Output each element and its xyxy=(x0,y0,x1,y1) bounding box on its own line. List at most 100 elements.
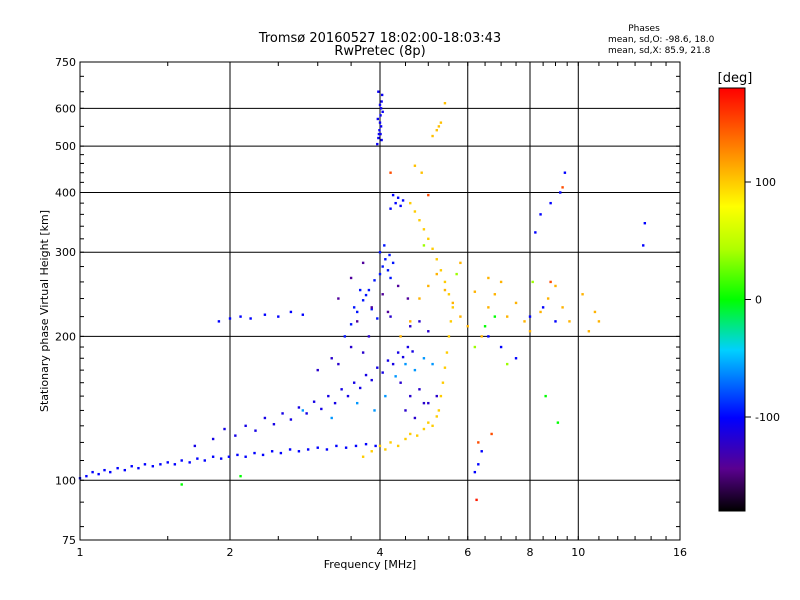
data-point xyxy=(330,357,333,360)
data-point xyxy=(180,483,183,486)
data-point xyxy=(490,432,493,436)
data-point xyxy=(327,394,330,398)
data-point xyxy=(445,351,449,354)
data-point xyxy=(499,280,503,284)
data-point xyxy=(477,441,480,444)
data-point xyxy=(487,335,490,338)
stats-line-x: mean, sd,X: 85.9, 21.8 xyxy=(608,46,711,56)
data-point xyxy=(281,412,284,415)
chart-subtitle: RwPretec (8p) xyxy=(334,44,425,59)
data-point xyxy=(539,213,542,216)
data-point xyxy=(297,450,301,453)
data-point xyxy=(391,193,395,197)
colorbar-ticks: 100 0 -100 xyxy=(745,176,780,424)
data-point xyxy=(493,315,497,318)
data-point xyxy=(361,261,365,265)
data-point xyxy=(593,310,597,314)
data-point xyxy=(427,284,430,288)
data-point xyxy=(355,310,359,314)
x-tick-label: 4 xyxy=(377,546,384,559)
data-point xyxy=(388,253,391,257)
data-point xyxy=(344,446,348,449)
data-point xyxy=(166,461,169,464)
data-point xyxy=(234,434,237,437)
data-point xyxy=(396,444,400,448)
data-point xyxy=(389,315,392,318)
x-tick-label: 16 xyxy=(673,546,687,559)
data-point xyxy=(447,335,451,338)
data-point xyxy=(301,313,305,316)
data-point xyxy=(487,306,490,309)
x-axis-label: Frequency [MHz] xyxy=(324,558,416,571)
data-point xyxy=(249,317,252,320)
data-point xyxy=(305,412,308,415)
data-point xyxy=(399,335,402,338)
data-point xyxy=(239,315,242,318)
data-point xyxy=(396,196,400,199)
data-point xyxy=(431,134,434,138)
data-point xyxy=(85,474,88,478)
data-point xyxy=(441,381,445,384)
data-point xyxy=(244,455,247,458)
y-tick-label: 100 xyxy=(55,474,76,487)
data-point xyxy=(475,498,478,502)
x-axis-ticks: 1 2 4 6 8 10 16 xyxy=(77,62,687,559)
data-point xyxy=(378,444,382,448)
data-point xyxy=(349,276,353,280)
data-point xyxy=(466,325,469,328)
data-point xyxy=(337,362,340,366)
data-point xyxy=(459,315,462,318)
data-point xyxy=(364,293,368,297)
y-tick-label: 400 xyxy=(55,186,76,199)
data-point xyxy=(437,409,441,412)
data-point xyxy=(381,371,384,374)
data-point xyxy=(381,265,384,268)
data-point xyxy=(514,301,518,305)
y-tick-label: 75 xyxy=(62,534,76,547)
data-point xyxy=(333,401,337,405)
data-point xyxy=(554,320,557,323)
data-point xyxy=(451,301,455,305)
data-point xyxy=(196,457,199,460)
data-point xyxy=(406,345,410,349)
data-point xyxy=(384,394,387,398)
data-point xyxy=(443,288,447,292)
data-point xyxy=(544,394,547,398)
data-point xyxy=(418,388,421,391)
data-point xyxy=(330,416,333,420)
data-point xyxy=(514,357,518,360)
stats-line-o: mean, sd,O: -98.6, 18.0 xyxy=(608,35,715,45)
data-point xyxy=(404,437,407,441)
data-point xyxy=(380,93,384,97)
data-point xyxy=(211,437,215,441)
data-point xyxy=(401,355,405,359)
data-point xyxy=(473,470,477,474)
data-point xyxy=(480,450,483,453)
data-point xyxy=(406,297,410,300)
data-point xyxy=(409,201,412,205)
data-point xyxy=(236,453,239,457)
data-point xyxy=(325,448,329,451)
data-point xyxy=(443,280,447,284)
y-axis-label: Stationary phase Virtual Height [km] xyxy=(38,210,51,412)
data-point xyxy=(373,279,376,282)
data-point xyxy=(270,450,274,453)
data-point xyxy=(559,191,562,194)
data-point xyxy=(376,366,379,369)
data-point xyxy=(563,171,567,174)
data-point xyxy=(377,132,381,136)
data-point xyxy=(404,362,407,366)
stats-header: Phases xyxy=(628,24,660,34)
data-point xyxy=(173,463,177,466)
data-point xyxy=(427,421,430,424)
data-point xyxy=(422,357,426,360)
data-point xyxy=(378,103,382,107)
data-point xyxy=(379,132,382,136)
data-point xyxy=(394,375,397,378)
data-point xyxy=(413,368,417,372)
data-point xyxy=(97,472,100,476)
data-point xyxy=(451,306,455,309)
data-points xyxy=(78,90,647,502)
data-point xyxy=(320,407,323,411)
data-point xyxy=(123,468,126,472)
